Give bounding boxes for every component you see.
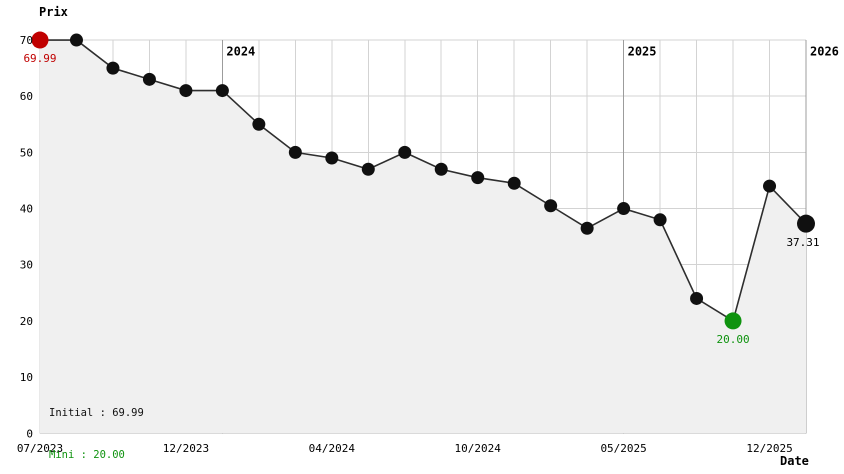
y-axis-title: Prix bbox=[39, 5, 68, 19]
data-point bbox=[507, 176, 521, 190]
data-point bbox=[361, 162, 375, 176]
legend-min: Mini : 20.00 bbox=[49, 449, 125, 461]
y-tick-label: 40 bbox=[20, 203, 33, 216]
year-label: 2025 bbox=[628, 45, 657, 59]
x-axis-title: Date bbox=[780, 454, 809, 468]
data-point bbox=[325, 151, 339, 165]
data-point bbox=[179, 84, 193, 98]
data-point-initial bbox=[31, 31, 49, 49]
data-point bbox=[617, 202, 631, 216]
x-tick-label: 04/2024 bbox=[309, 442, 356, 455]
data-point bbox=[763, 179, 777, 193]
data-point bbox=[106, 61, 120, 75]
data-point-current bbox=[797, 214, 815, 233]
price-area-fill bbox=[40, 40, 806, 434]
data-point-minimum bbox=[724, 312, 742, 330]
point-annotation: 37.31 bbox=[786, 236, 819, 249]
x-tick-label: 12/2023 bbox=[163, 442, 209, 455]
data-point bbox=[471, 171, 485, 185]
data-point bbox=[288, 145, 302, 159]
data-point bbox=[653, 213, 667, 227]
x-tick-label: 12/2025 bbox=[746, 442, 792, 455]
year-label: 2024 bbox=[226, 45, 255, 59]
y-tick-label: 0 bbox=[26, 427, 33, 440]
y-tick-label: 50 bbox=[20, 146, 33, 159]
legend-initial: Initial : 69.99 bbox=[49, 407, 144, 419]
y-tick-label: 10 bbox=[20, 371, 33, 384]
data-point bbox=[252, 117, 266, 131]
y-tick-label: 70 bbox=[20, 34, 33, 47]
chart-legend: Initial : 69.99 Mini : 20.00 Max : 69.99… bbox=[49, 378, 144, 474]
x-tick-label: 10/2024 bbox=[455, 442, 502, 455]
data-point bbox=[434, 162, 448, 176]
year-label: 2026 bbox=[810, 45, 839, 59]
data-point bbox=[580, 221, 594, 235]
x-tick-label: 05/2025 bbox=[600, 442, 646, 455]
data-point bbox=[142, 72, 156, 86]
point-annotation: 69.99 bbox=[23, 52, 56, 65]
data-point bbox=[690, 291, 704, 305]
data-point bbox=[544, 199, 558, 213]
point-annotation: 20.00 bbox=[716, 333, 749, 346]
data-point bbox=[398, 145, 412, 159]
y-tick-label: 20 bbox=[20, 315, 33, 328]
y-tick-label: 60 bbox=[20, 90, 33, 103]
data-point bbox=[69, 33, 83, 47]
price-line bbox=[40, 39, 807, 323]
data-point bbox=[215, 84, 229, 98]
y-tick-label: 30 bbox=[20, 259, 33, 272]
x-tick-label: 07/2023 bbox=[17, 442, 63, 455]
